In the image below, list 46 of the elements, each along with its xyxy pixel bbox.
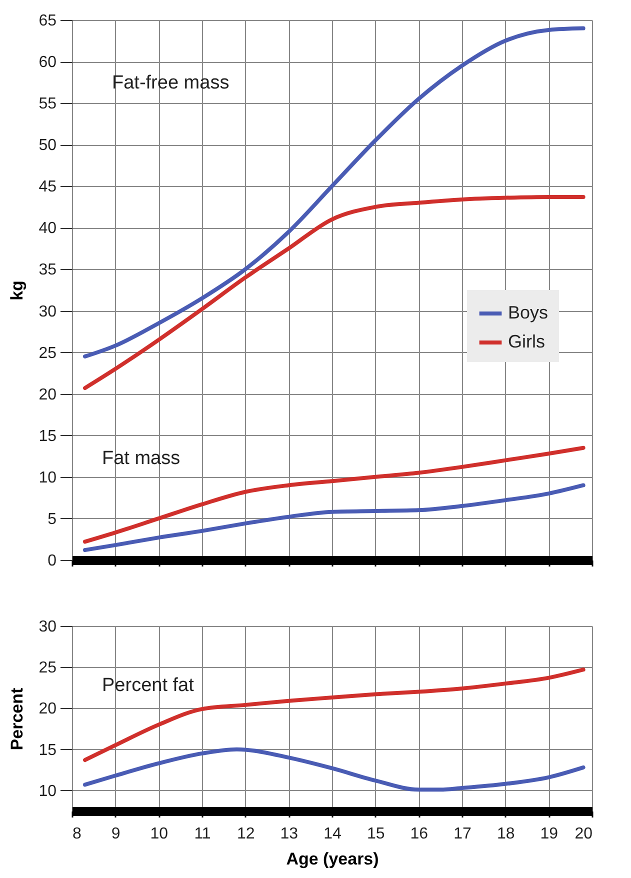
y-axis-title: Percent — [8, 687, 27, 750]
y-tick-label: 20 — [38, 386, 57, 404]
y-tick-label: 0 — [48, 552, 57, 570]
x-tick-label: 12 — [236, 826, 255, 842]
line-series — [83, 446, 586, 544]
x-tick-label: 11 — [194, 826, 211, 842]
x-tick-label: 16 — [410, 826, 428, 842]
y-tick-label: 5 — [48, 510, 57, 528]
annotation: Fat-free mass — [112, 72, 230, 94]
x-tick-label: 8 — [72, 826, 82, 842]
annotation: Fat mass — [102, 448, 180, 469]
y-tick-label: 15 — [38, 742, 57, 759]
y-tick-label: 25 — [38, 344, 57, 362]
x-tick-label: 18 — [496, 826, 515, 842]
y-tick-label: 30 — [38, 618, 57, 636]
x-tick-label: 14 — [324, 826, 342, 842]
x-tick-label: 9 — [111, 826, 120, 842]
line-series — [83, 194, 586, 390]
legend-label: Girls — [508, 332, 545, 352]
y-tick-label: 10 — [38, 469, 57, 486]
x-axis-title: Age (years) — [286, 850, 379, 868]
y-axis-title: kg — [8, 280, 27, 300]
y-tick-label: 30 — [38, 303, 57, 320]
y-tick-label: 20 — [38, 700, 57, 718]
y-tick-label: 50 — [38, 137, 57, 154]
y-tick-label: 45 — [38, 178, 57, 196]
x-tick-label: 15 — [366, 826, 385, 842]
x-tick-label: 20 — [574, 826, 593, 842]
x-tick-label: 10 — [150, 826, 168, 842]
y-tick-label: 35 — [38, 262, 57, 279]
y-tick-label: 60 — [38, 54, 57, 72]
y-tick-label: 25 — [38, 660, 57, 677]
legend-label: Boys — [508, 302, 548, 322]
line-series — [83, 483, 586, 552]
y-tick-label: 65 — [38, 12, 57, 30]
y-tick-label: 40 — [38, 220, 57, 238]
y-tick-label: 10 — [38, 782, 57, 800]
line-series — [83, 26, 586, 358]
x-tick-label: 17 — [454, 826, 472, 842]
y-tick-label: 15 — [38, 428, 57, 445]
line-series — [83, 668, 586, 762]
x-tick-label: 19 — [540, 826, 558, 842]
y-tick-label: 55 — [38, 96, 57, 113]
line-series — [83, 747, 586, 792]
x-tick-label: 13 — [280, 826, 298, 842]
annotation: Percent fat — [102, 675, 195, 696]
